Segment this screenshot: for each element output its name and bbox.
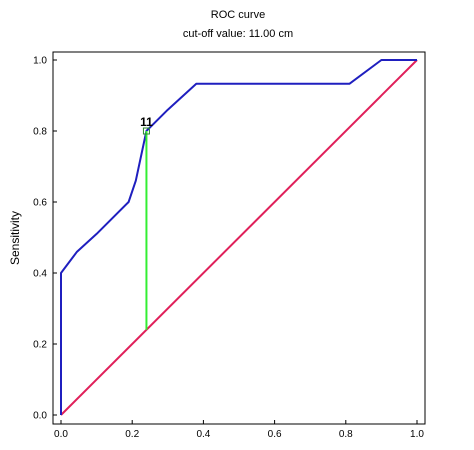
cutoff-layer: 11 — [140, 115, 153, 330]
roc-curve-line — [60, 59, 417, 415]
y-tick-label: 0.0 — [33, 411, 47, 422]
x-tick-label: 0.4 — [196, 429, 210, 440]
x-tick-label: 0.2 — [125, 429, 139, 440]
y-tick-label: 1.0 — [33, 56, 47, 67]
x-tick-label: 0.8 — [339, 429, 353, 440]
chart-title: ROC curve — [211, 9, 265, 21]
x-axis: 0.0 0.2 0.4 0.6 0.8 1.0 — [54, 420, 424, 440]
x-tick-label: 1.0 — [410, 429, 424, 440]
cutoff-point-marker — [142, 127, 150, 135]
series-layer — [60, 59, 418, 416]
y-tick-label: 0.2 — [33, 340, 47, 351]
cutoff-point-label: 11 — [140, 115, 153, 129]
y-tick-label: 0.4 — [33, 269, 47, 280]
x-tick-label: 0.6 — [268, 429, 282, 440]
chart-subtitle: cut-off value: 11.00 cm — [183, 28, 293, 40]
y-axis-label: Sensitivity — [8, 211, 22, 265]
y-tick-label: 0.6 — [33, 198, 47, 209]
y-axis: 0.0 0.2 0.4 0.6 0.8 1.0 — [33, 56, 57, 422]
x-tick-label: 0.0 — [54, 429, 68, 440]
plot-area — [52, 51, 426, 425]
y-tick-label: 0.8 — [33, 127, 47, 138]
reference-diagonal-line — [60, 59, 418, 416]
